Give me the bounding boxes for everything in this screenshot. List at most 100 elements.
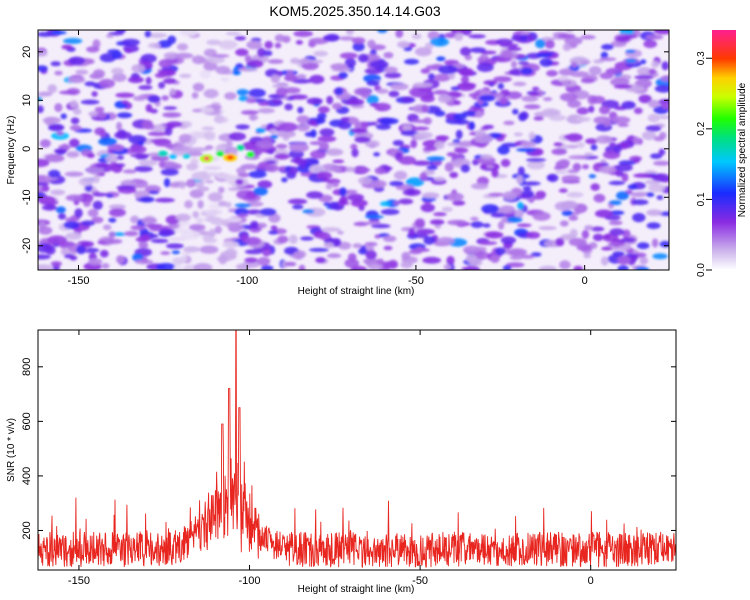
heatmap-cell <box>238 95 249 102</box>
heatmap-cell <box>500 158 511 168</box>
heatmap-cell <box>493 76 512 83</box>
heatmap-cell <box>526 231 541 239</box>
heatmap-cell <box>227 217 242 223</box>
heatmap-cell <box>38 31 54 37</box>
heatmap-cell <box>507 248 527 257</box>
heatmap-cell <box>495 38 513 45</box>
heatmap-cell <box>91 216 104 224</box>
heatmap-cell <box>50 261 62 267</box>
colorbar: 0.0 0.1 0.2 0.3 Normalized spectral amplitu… <box>696 30 748 277</box>
heatmap-cell <box>361 121 369 128</box>
heatmap-cell <box>647 113 660 123</box>
heatmap-cell <box>54 148 67 154</box>
heatmap-cell <box>308 37 329 45</box>
heatmap-cell <box>328 201 339 210</box>
heatmap-cell <box>108 208 126 217</box>
heatmap-cell <box>637 66 652 76</box>
heatmap-cell <box>568 215 579 221</box>
heatmap-cell <box>50 61 61 67</box>
heatmap-cell <box>206 39 222 46</box>
heatmap-cell <box>163 78 177 84</box>
heatmap-cell <box>148 224 163 232</box>
heatmap-cell <box>195 217 204 224</box>
heatmap-cell <box>45 245 56 255</box>
heatmap-cell <box>395 30 404 38</box>
heatmap-cell <box>208 192 223 202</box>
heatmap-cell <box>390 83 409 91</box>
heatmap-cell <box>39 139 51 148</box>
heatmap-cell <box>86 196 93 203</box>
heatmap-cell <box>47 84 57 94</box>
heatmap-cell <box>186 150 202 155</box>
heatmap-cell <box>427 30 440 40</box>
heatmap-cell <box>608 220 623 226</box>
heatmap-cell <box>362 258 380 265</box>
heatmap-cell <box>197 200 204 209</box>
heatmap-cell <box>401 251 411 260</box>
heatmap-cell <box>558 68 574 76</box>
heatmap-cell <box>235 178 244 185</box>
heatmap-cell <box>505 262 525 268</box>
heatmap-cell <box>60 113 67 120</box>
heatmap-cell <box>74 208 83 218</box>
heatmap-cell <box>293 30 314 37</box>
heatmap-cell <box>150 155 170 162</box>
heatmap-cell <box>524 104 541 110</box>
heatmap-cell <box>456 82 476 91</box>
heatmap-cell <box>530 195 545 200</box>
heatmap-cell <box>248 170 267 179</box>
heatmap-cell <box>526 160 545 170</box>
heatmap-cells <box>38 30 669 270</box>
heatmap-cell <box>516 174 524 185</box>
heatmap-cell <box>454 32 464 41</box>
heatmap-cell <box>148 32 168 39</box>
heatmap-cell <box>357 53 369 63</box>
heatmap-cell <box>114 131 132 140</box>
heatmap-cell <box>516 147 536 152</box>
heatmap-cell <box>288 142 309 153</box>
heatmap-cell <box>92 200 103 210</box>
heatmap-cell <box>63 38 83 44</box>
heatmap-cell <box>518 194 529 199</box>
heatmap-cell <box>646 222 661 230</box>
heatmap-cell <box>610 77 630 87</box>
heatmap-cell <box>238 67 258 72</box>
heatmap-cell <box>421 104 429 113</box>
heatmap-cell <box>393 200 400 206</box>
heatmap-cell <box>154 124 165 133</box>
heatmap-cell <box>435 135 450 141</box>
heatmap-cell <box>269 128 278 135</box>
heatmap-cell <box>64 171 84 177</box>
heatmap-cell <box>147 131 168 137</box>
heatmap-cell <box>192 82 205 92</box>
heatmap-cell <box>446 192 464 202</box>
heatmap-cell <box>50 189 66 196</box>
heatmap-cell <box>104 238 123 244</box>
heatmap-cell <box>518 112 527 122</box>
heatmap-cell <box>396 40 410 49</box>
heatmap-cell <box>416 228 435 235</box>
heatmap-cell <box>558 188 568 193</box>
heatmap-cell <box>364 140 380 148</box>
heatmap-cell <box>441 206 453 212</box>
heatmap-cell <box>76 245 86 255</box>
heatmap-y-tick-label: 10 <box>21 94 33 106</box>
heatmap-cell <box>218 186 225 194</box>
heatmap-cell <box>65 194 84 202</box>
snr-x-tick-label: 0 <box>588 575 594 587</box>
heatmap-cell <box>308 247 329 252</box>
heatmap-cell <box>367 263 383 270</box>
heatmap-cell <box>134 165 153 173</box>
heatmap-cell <box>460 76 470 84</box>
heatmap-cell <box>255 139 274 150</box>
heatmap-cell <box>272 84 289 89</box>
heatmap-cell <box>383 66 398 74</box>
heatmap-cell <box>521 95 539 102</box>
heatmap-cell <box>369 121 378 126</box>
heatmap-cell <box>429 37 450 47</box>
heatmap-cell <box>645 34 664 40</box>
heatmap-cell <box>299 58 311 65</box>
heatmap-cell <box>130 145 147 154</box>
heatmap-cell <box>609 200 622 206</box>
heatmap-cell <box>199 69 211 79</box>
